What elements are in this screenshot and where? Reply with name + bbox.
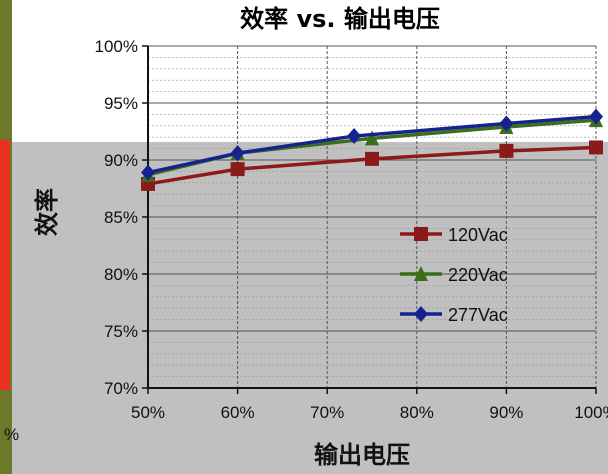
chart-title: 效率 vs. 输出电压: [240, 5, 440, 33]
plot-area-gray: [148, 142, 596, 388]
data-point-277vac: [589, 108, 603, 125]
y-tick-label: 95%: [104, 94, 138, 113]
legend-label-277vac: 277Vac: [448, 305, 508, 325]
legend: 120Vac 220Vac 277Vac: [400, 225, 508, 325]
y-axis-title: 效率: [33, 188, 61, 236]
left-red-strip: [0, 140, 10, 390]
y-axis-ticks: 70% 75% 80% 85% 90% 95% 100%: [95, 37, 148, 398]
legend-marker-277vac: [414, 306, 428, 322]
y-tick-label: 100%: [95, 37, 138, 56]
legend-label-220vac: 220Vac: [448, 265, 508, 285]
series-layer: [141, 108, 603, 191]
x-tick-label: 50%: [131, 403, 165, 422]
x-tick-label: 80%: [400, 403, 434, 422]
y-tick-label: 85%: [104, 208, 138, 227]
x-axis-ticks: 50% 60% 70% 80% 90% 100%: [131, 388, 608, 422]
legend-label-120vac: 120Vac: [448, 225, 508, 245]
x-tick-label: 60%: [221, 403, 255, 422]
legend-marker-220vac: [414, 266, 428, 281]
y-tick-label: 75%: [104, 322, 138, 341]
data-point-277vac: [230, 145, 245, 162]
x-tick-label: 90%: [489, 403, 523, 422]
data-point-120vac: [230, 162, 245, 177]
data-point-277vac: [499, 115, 514, 132]
data-point-120vac: [499, 143, 514, 158]
data-point-220vac: [365, 130, 379, 146]
y-tick-label: 70%: [104, 379, 138, 398]
y-tick-label: 80%: [104, 265, 138, 284]
legend-marker-120vac: [414, 227, 428, 241]
y-tick-label: 90%: [104, 151, 138, 170]
edge-fragment-text: %: [4, 425, 19, 444]
data-point-120vac: [365, 151, 379, 166]
x-tick-label: 70%: [310, 403, 344, 422]
x-axis-title: 输出电压: [314, 441, 410, 469]
data-point-277vac: [141, 164, 155, 181]
x-tick-label: 100%: [574, 403, 608, 422]
data-point-120vac: [589, 140, 603, 155]
data-point-277vac: [347, 128, 362, 145]
